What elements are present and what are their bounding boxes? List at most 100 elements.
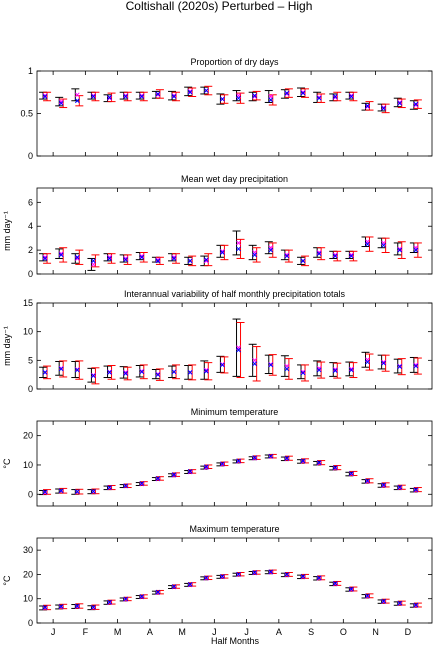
data-point [71, 603, 84, 609]
month-tick-label: A [147, 627, 153, 637]
observed-marker [139, 253, 145, 259]
data-point [329, 91, 342, 102]
panel-axes-box [36, 420, 433, 507]
scenario-marker [332, 253, 338, 259]
data-point [103, 484, 116, 491]
scenario-marker [300, 370, 306, 376]
scenario-marker [268, 362, 274, 368]
scenario-marker [203, 257, 209, 263]
scenario-marker [171, 472, 177, 477]
data-point [184, 86, 197, 97]
month-tick-label: M [114, 627, 122, 637]
scenario-marker [284, 90, 290, 96]
data-point [313, 91, 326, 103]
data-point [168, 253, 181, 264]
data-point [264, 241, 277, 258]
scenario-marker [220, 96, 225, 102]
scenario-marker [397, 484, 403, 490]
scenario-marker [74, 489, 80, 494]
scenario-marker [42, 370, 48, 375]
scenario-marker [413, 363, 419, 369]
observed-marker [284, 252, 290, 258]
month-tick-label: M [178, 627, 186, 637]
scenario-marker [123, 257, 129, 263]
data-point [168, 472, 181, 478]
observed-marker [171, 93, 177, 99]
data-point [264, 90, 277, 106]
month-tick-label: D [405, 627, 412, 637]
scenario-marker [349, 253, 354, 259]
data-point [377, 354, 390, 372]
observed-marker [300, 369, 306, 375]
data-point [361, 236, 374, 252]
panel-dry-days: Proportion of dry days 0 0.5 1 [20, 57, 433, 161]
data-point [297, 87, 310, 98]
month-tick-label: J [51, 627, 56, 637]
data-point [329, 362, 342, 379]
observed-marker [268, 94, 274, 99]
data-point [297, 255, 310, 267]
observed-marker [220, 248, 225, 254]
data-point [409, 356, 422, 375]
data-point [361, 478, 374, 484]
data-point [184, 255, 197, 267]
scenario-marker [316, 95, 322, 101]
observed-marker [252, 357, 258, 363]
data-point [151, 368, 164, 381]
scenario-marker [252, 361, 258, 367]
observed-marker [91, 262, 96, 267]
y-axis-label: °C [2, 458, 12, 469]
scenario-marker [349, 586, 354, 592]
scenario-marker [155, 476, 161, 481]
data-point [39, 253, 52, 264]
month-tick-label: O [340, 627, 347, 637]
month-tick-label: S [308, 627, 314, 637]
scenario-marker [91, 94, 96, 99]
scenario-marker [203, 368, 209, 374]
data-point [151, 256, 164, 265]
scenario-marker [155, 91, 161, 97]
data-point [345, 361, 358, 379]
data-point [119, 91, 132, 102]
scenario-marker [171, 256, 177, 261]
scenario-marker [236, 347, 241, 353]
scenario-marker [187, 469, 193, 474]
data-point [151, 476, 164, 482]
scenario-marker [139, 94, 145, 99]
y-tick-label: 0 [28, 151, 33, 161]
data-point [248, 244, 261, 263]
observed-marker [139, 93, 145, 99]
data-point [151, 589, 164, 595]
data-point [39, 91, 52, 102]
observed-marker [171, 254, 177, 260]
observed-marker [316, 94, 322, 100]
scenario-marker [268, 453, 274, 459]
panel-axes-box [36, 537, 433, 624]
y-axis-label: mm day⁻¹ [2, 211, 12, 251]
x-axis-label: Half Months [211, 636, 260, 646]
panel-axes-box [36, 302, 433, 390]
data-point [409, 602, 422, 608]
data-point [87, 254, 100, 271]
scenario-marker [220, 250, 225, 255]
scenario-marker [42, 94, 48, 99]
data-point [135, 364, 148, 380]
scenario-marker [58, 366, 64, 372]
scenario-marker [252, 252, 258, 258]
scenario-marker [397, 600, 403, 606]
month-tick-label: N [372, 627, 379, 637]
scenario-marker [187, 582, 193, 587]
scenario-marker [123, 596, 129, 602]
scenario-marker [316, 460, 322, 465]
observed-marker [332, 367, 338, 372]
scenario-marker [365, 241, 370, 247]
scenario-marker [107, 485, 112, 490]
observed-marker [236, 240, 241, 246]
data-point [71, 488, 84, 495]
panel-interannual-var: Interannual variability of half monthly … [2, 289, 433, 394]
scenario-marker [123, 94, 129, 99]
observed-marker [187, 89, 193, 94]
observed-marker [42, 93, 48, 99]
data-point [248, 570, 261, 576]
scenario-marker [187, 258, 193, 264]
